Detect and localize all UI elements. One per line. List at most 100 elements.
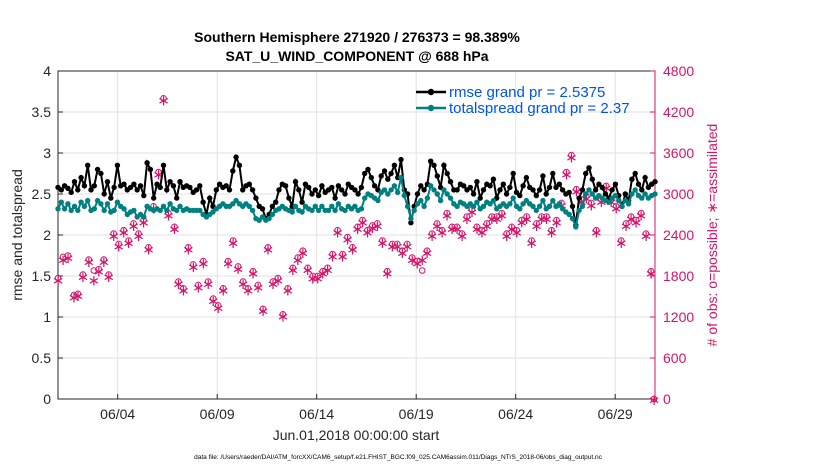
rmse-point bbox=[170, 183, 177, 189]
x-tick-label: 06/29 bbox=[598, 406, 633, 422]
rmse-point bbox=[200, 199, 206, 205]
totalspread-point bbox=[160, 203, 167, 209]
obs-possible-point bbox=[617, 237, 625, 244]
rmse-point bbox=[164, 187, 170, 193]
totalspread-point bbox=[197, 207, 203, 214]
obs-possible-point bbox=[339, 250, 346, 258]
obs-possible-point bbox=[533, 220, 540, 227]
rmse-point bbox=[629, 176, 635, 182]
left-y-tick-label: 3 bbox=[43, 145, 51, 161]
totalspread-point bbox=[441, 187, 447, 193]
obs-possible-point bbox=[508, 223, 516, 231]
rmse-point bbox=[639, 187, 645, 193]
totalspread-point bbox=[507, 201, 513, 207]
rmse-point bbox=[609, 187, 615, 193]
totalspread-point bbox=[342, 207, 348, 214]
obs-possible-point bbox=[588, 199, 595, 207]
rmse-point bbox=[566, 189, 572, 196]
rmse-point bbox=[487, 183, 493, 189]
totalspread-point bbox=[395, 189, 401, 196]
x-tick-label: 06/24 bbox=[498, 406, 533, 422]
x-axis-label: Jun.01,2018 00:00:00 start bbox=[273, 427, 440, 443]
left-y-tick-label: 4 bbox=[43, 63, 51, 79]
obs-possible-point bbox=[458, 230, 466, 237]
right-y-tick-label: 4800 bbox=[663, 63, 694, 79]
totalspread-point bbox=[652, 191, 658, 197]
rmse-point bbox=[599, 184, 605, 191]
chart-subtitle: SAT_U_WIND_COMPONENT @ 688 hPa bbox=[225, 48, 488, 64]
right-y-tick-label: 600 bbox=[663, 350, 687, 366]
left-y-tick-label: 0.5 bbox=[32, 350, 52, 366]
obs-possible-point bbox=[642, 230, 650, 237]
totalspread-point bbox=[312, 203, 318, 209]
obs-possible-point bbox=[543, 213, 550, 220]
totalspread-point bbox=[454, 203, 460, 209]
totalspread-point bbox=[335, 201, 342, 207]
obs-possible-point bbox=[324, 264, 331, 272]
obs-possible-point bbox=[513, 226, 521, 234]
totalspread-point bbox=[114, 199, 121, 205]
right-y-tick-label: 0 bbox=[663, 391, 671, 407]
rmse-point bbox=[589, 176, 595, 182]
obs-possible-point bbox=[438, 226, 446, 234]
rmse-point bbox=[71, 179, 78, 185]
totalspread-point bbox=[111, 207, 117, 214]
grid bbox=[58, 71, 655, 399]
data-file-footnote: data file: /Users/raeder/DAI/ATM_forcXX/… bbox=[194, 454, 603, 461]
obs-possible-point bbox=[433, 220, 441, 227]
obs-possible-point bbox=[627, 213, 635, 220]
obs-possible-point bbox=[493, 213, 501, 220]
totalspread-point bbox=[424, 195, 431, 201]
obs-possible-point bbox=[379, 237, 386, 244]
obs-assimilated-point: ∗ bbox=[88, 271, 101, 289]
totalspread-point bbox=[292, 203, 299, 209]
x-tick-label: 06/14 bbox=[299, 406, 334, 422]
rmse-point bbox=[602, 191, 609, 197]
rmse-point bbox=[147, 166, 154, 173]
totalspread-point bbox=[556, 201, 562, 207]
rmse-point bbox=[207, 195, 213, 201]
rmse-point bbox=[240, 187, 246, 193]
obs-possible-point bbox=[528, 237, 535, 244]
obs-possible-series bbox=[54, 95, 658, 403]
obs-possible-point bbox=[239, 278, 247, 285]
obs-possible-point bbox=[319, 267, 327, 275]
totalspread-point bbox=[167, 201, 173, 207]
obs-possible-point bbox=[64, 252, 72, 259]
right-y-axis-label: # of obs: o=possible; ∗=assimilated bbox=[704, 124, 720, 347]
rmse-point bbox=[550, 170, 556, 177]
obs-possible-point bbox=[79, 271, 87, 278]
obs-possible-point bbox=[180, 285, 187, 292]
chart-title: Southern Hemisphere 271920 / 276373 = 98… bbox=[194, 29, 520, 45]
rmse-point bbox=[520, 183, 526, 189]
totalspread-point bbox=[536, 203, 543, 209]
totalspread-point bbox=[164, 207, 170, 214]
obs-possible-point bbox=[650, 395, 658, 403]
rmse-point bbox=[428, 158, 434, 164]
rmse-point bbox=[114, 162, 121, 168]
obs-possible-point bbox=[209, 295, 217, 302]
rmse-point bbox=[246, 181, 252, 187]
totalspread-point bbox=[470, 203, 477, 209]
totalspread-point bbox=[249, 207, 256, 214]
rmse-point bbox=[157, 184, 163, 191]
obs-possible-point bbox=[622, 220, 630, 227]
rmse-point bbox=[635, 181, 642, 187]
obs-possible-point bbox=[299, 247, 307, 254]
rmse-point bbox=[500, 181, 506, 187]
obs-possible-point bbox=[349, 244, 356, 251]
obs-possible-point bbox=[160, 95, 167, 102]
rmse-point bbox=[335, 183, 342, 189]
obs-possible-point bbox=[418, 267, 426, 274]
rmse-point bbox=[292, 179, 299, 185]
rmse-point bbox=[88, 187, 94, 193]
totalspread-point bbox=[309, 207, 315, 214]
totalspread-point bbox=[612, 192, 619, 199]
totalspread-point bbox=[141, 214, 147, 220]
totalspread-point bbox=[431, 187, 437, 193]
obs-assimilated-point: ∗ bbox=[648, 391, 661, 409]
rmse-point bbox=[315, 192, 322, 199]
rmse-point bbox=[104, 179, 111, 185]
totalspread-point bbox=[85, 197, 91, 204]
rmse-point bbox=[98, 170, 104, 177]
